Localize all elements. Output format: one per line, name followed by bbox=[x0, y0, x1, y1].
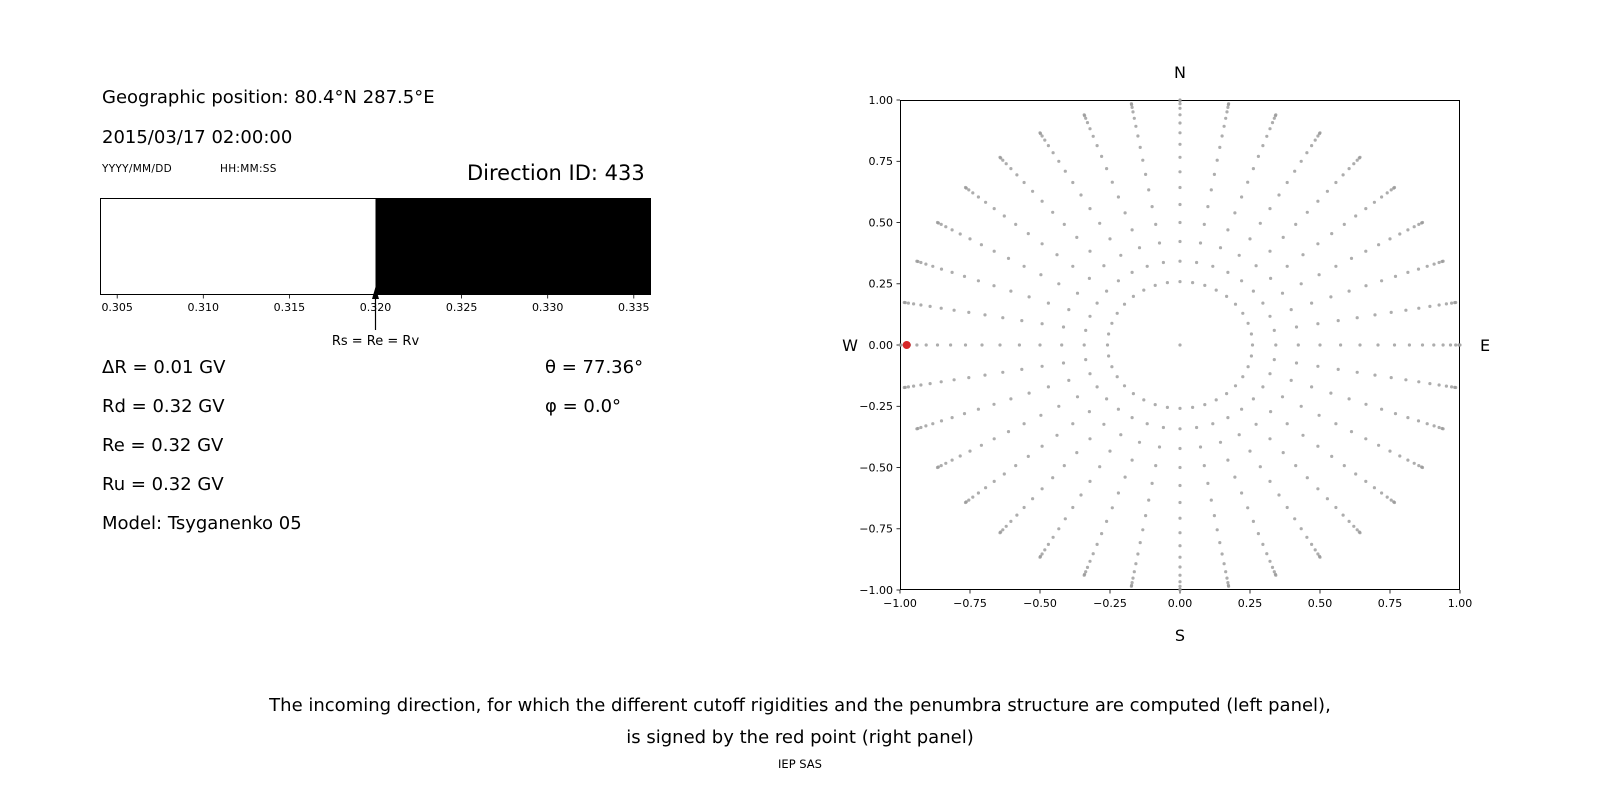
phi-value: φ = 0.0° bbox=[545, 396, 622, 417]
model-label: Model: Tsyganenko 05 bbox=[102, 513, 302, 534]
svg-text:−0.75: −0.75 bbox=[953, 597, 987, 610]
compass-labels: N S W E bbox=[842, 63, 1490, 645]
svg-text:1.00: 1.00 bbox=[869, 94, 894, 107]
cutoff-annotation: Rs = Re = Rv bbox=[332, 287, 420, 349]
svg-text:0.325: 0.325 bbox=[446, 301, 478, 314]
caption-line-1: The incoming direction, for which the di… bbox=[269, 695, 1331, 716]
selected-direction-point bbox=[902, 341, 911, 349]
geographic-position-label: Geographic position: 80.4°N 287.5°E bbox=[102, 87, 435, 108]
svg-text:−0.50: −0.50 bbox=[1023, 597, 1057, 610]
cutoff-arrow-head bbox=[372, 287, 379, 299]
svg-text:1.00: 1.00 bbox=[1448, 597, 1473, 610]
rd-value: Rd = 0.32 GV bbox=[102, 396, 225, 417]
direction-scatter-chart: −1.00 −0.75 −0.50 −0.25 0.00 0.25 0.50 0.75 1.00… bbox=[842, 63, 1490, 645]
svg-text:0.50: 0.50 bbox=[1308, 597, 1333, 610]
svg-text:0.25: 0.25 bbox=[869, 278, 894, 291]
penumbra-bars bbox=[100, 198, 651, 295]
svg-text:0.305: 0.305 bbox=[101, 301, 133, 314]
scatter-y-axis: 1.00 0.75 0.50 0.25 0.00 −0.25 −0.50 −0.75 −1.00 bbox=[859, 94, 900, 597]
re-value: Re = 0.32 GV bbox=[102, 435, 224, 456]
compass-label-north: N bbox=[1174, 63, 1186, 82]
caption-line-2: is signed by the red point (right panel) bbox=[626, 727, 974, 748]
datetime-label: 2015/03/17 02:00:00 bbox=[102, 127, 293, 148]
penumbra-x-axis: 0.305 0.310 0.315 0.320 0.325 0.330 0.335 bbox=[101, 295, 650, 314]
svg-text:0.75: 0.75 bbox=[869, 155, 894, 168]
compass-label-west: W bbox=[842, 336, 858, 355]
delta-r-value: ΔR = 0.01 GV bbox=[102, 357, 226, 378]
svg-text:0.00: 0.00 bbox=[1168, 597, 1193, 610]
svg-text:−1.00: −1.00 bbox=[859, 584, 893, 597]
figure-caption: The incoming direction, for which the di… bbox=[5, 690, 1595, 754]
svg-text:0.310: 0.310 bbox=[188, 301, 220, 314]
svg-text:−0.75: −0.75 bbox=[859, 523, 893, 536]
svg-text:0.315: 0.315 bbox=[274, 301, 306, 314]
svg-text:0.75: 0.75 bbox=[1378, 597, 1403, 610]
time-format-label: HH:MM:SS bbox=[220, 163, 277, 175]
svg-text:−1.00: −1.00 bbox=[883, 597, 917, 610]
svg-text:0.25: 0.25 bbox=[1238, 597, 1263, 610]
svg-text:−0.25: −0.25 bbox=[1093, 597, 1127, 610]
credit-label: IEP SAS bbox=[778, 757, 822, 771]
svg-text:0.50: 0.50 bbox=[869, 216, 894, 229]
svg-text:−0.25: −0.25 bbox=[859, 400, 893, 413]
date-format-label: YYYY/MM/DD bbox=[102, 163, 173, 175]
compass-label-east: E bbox=[1480, 336, 1490, 355]
compass-label-south: S bbox=[1175, 626, 1185, 645]
ru-value: Ru = 0.32 GV bbox=[102, 474, 224, 495]
svg-text:0.00: 0.00 bbox=[869, 339, 894, 352]
direction-grid-points bbox=[898, 98, 1462, 592]
svg-text:−0.50: −0.50 bbox=[859, 461, 893, 474]
direction-id-label: Direction ID: 433 bbox=[467, 161, 645, 185]
cutoff-label: Rs = Re = Rv bbox=[332, 334, 420, 349]
svg-text:0.335: 0.335 bbox=[618, 301, 650, 314]
theta-value: θ = 77.36° bbox=[545, 357, 644, 378]
svg-text:0.330: 0.330 bbox=[532, 301, 564, 314]
scatter-x-axis: −1.00 −0.75 −0.50 −0.25 0.00 0.25 0.50 0.75 1.00 bbox=[883, 590, 1472, 610]
